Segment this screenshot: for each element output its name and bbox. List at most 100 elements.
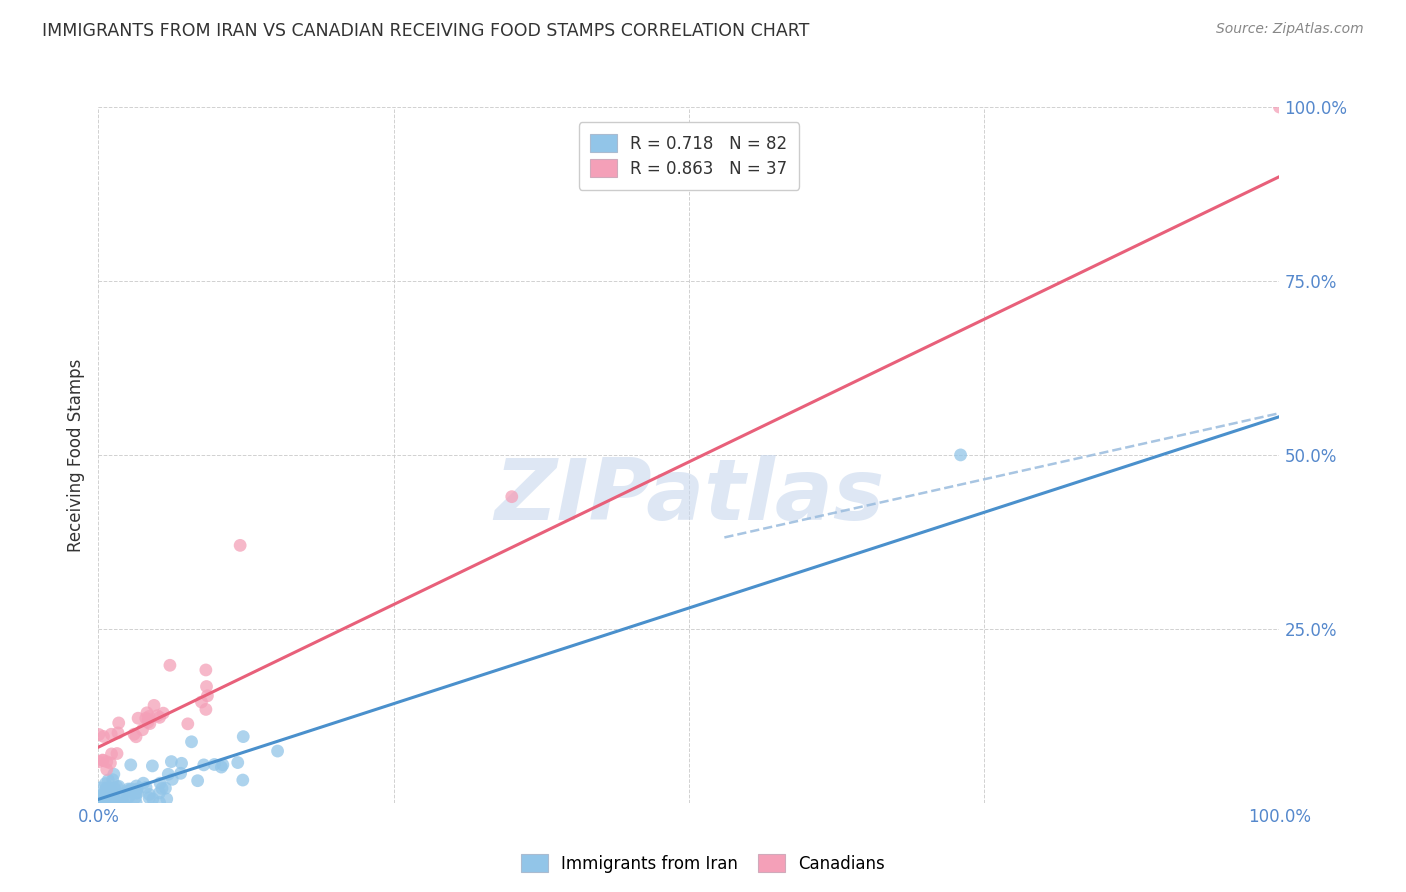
Point — [96, 796, 118, 810]
Point — [150, 781, 173, 796]
Point — [169, 766, 191, 780]
Point — [107, 796, 129, 810]
Point — [232, 772, 254, 787]
Point — [194, 702, 217, 716]
Point — [87, 727, 110, 741]
Point — [105, 796, 128, 810]
Point — [89, 789, 111, 803]
Point — [103, 787, 125, 801]
Point — [125, 779, 148, 793]
Point — [127, 786, 149, 800]
Point — [135, 711, 157, 725]
Point — [118, 789, 141, 804]
Point — [138, 790, 160, 805]
Point — [195, 680, 218, 694]
Point — [211, 757, 233, 772]
Point — [136, 712, 159, 726]
Point — [190, 695, 212, 709]
Point — [120, 782, 142, 797]
Point — [100, 796, 122, 810]
Point — [194, 663, 217, 677]
Legend: Immigrants from Iran, Canadians: Immigrants from Iran, Canadians — [515, 847, 891, 880]
Point — [87, 796, 110, 810]
Point — [90, 796, 112, 810]
Point — [107, 715, 129, 730]
Point — [125, 730, 148, 744]
Point — [91, 753, 114, 767]
Point — [100, 727, 122, 741]
Point — [105, 780, 128, 794]
Point — [232, 730, 254, 744]
Y-axis label: Receiving Food Stamps: Receiving Food Stamps — [66, 359, 84, 551]
Point — [155, 781, 177, 796]
Point — [89, 780, 111, 795]
Point — [97, 781, 120, 796]
Point — [229, 538, 252, 552]
Point — [101, 796, 124, 810]
Point — [100, 794, 122, 808]
Point — [100, 756, 122, 770]
Point — [89, 791, 111, 805]
Point — [149, 776, 172, 790]
Point — [93, 730, 115, 744]
Point — [162, 772, 184, 787]
Point — [90, 796, 112, 810]
Text: ZIPatlas: ZIPatlas — [494, 455, 884, 538]
Point — [135, 780, 157, 795]
Point — [94, 783, 117, 797]
Point — [100, 747, 122, 761]
Point — [105, 747, 128, 761]
Point — [96, 782, 118, 797]
Point — [138, 709, 160, 723]
Point — [89, 796, 111, 810]
Point — [118, 784, 141, 798]
Point — [90, 793, 112, 807]
Point — [101, 772, 124, 787]
Point — [124, 790, 146, 805]
Point — [146, 708, 169, 723]
Point — [141, 759, 163, 773]
Point — [136, 706, 159, 720]
Point — [193, 757, 215, 772]
Legend: R = 0.718   N = 82, R = 0.863   N = 37: R = 0.718 N = 82, R = 0.863 N = 37 — [579, 122, 799, 190]
Point — [160, 755, 183, 769]
Point — [136, 715, 159, 730]
Point — [152, 706, 174, 720]
Point — [115, 792, 138, 806]
Text: IMMIGRANTS FROM IRAN VS CANADIAN RECEIVING FOOD STAMPS CORRELATION CHART: IMMIGRANTS FROM IRAN VS CANADIAN RECEIVI… — [42, 22, 810, 40]
Point — [180, 735, 202, 749]
Point — [148, 710, 170, 724]
Point — [91, 791, 114, 805]
Point — [132, 776, 155, 790]
Point — [104, 781, 127, 796]
Point — [111, 791, 134, 805]
Point — [139, 716, 162, 731]
Point — [202, 757, 225, 772]
Point — [125, 786, 148, 800]
Point — [103, 767, 125, 781]
Point — [122, 727, 145, 741]
Text: Source: ZipAtlas.com: Source: ZipAtlas.com — [1216, 22, 1364, 37]
Point — [96, 794, 118, 808]
Point — [143, 698, 166, 713]
Point — [111, 787, 134, 801]
Point — [148, 796, 170, 810]
Point — [87, 755, 110, 769]
Point — [96, 763, 118, 777]
Point — [120, 757, 142, 772]
Point — [125, 796, 148, 810]
Point — [156, 792, 179, 806]
Point — [107, 726, 129, 740]
Point — [105, 796, 128, 810]
Point — [96, 755, 118, 769]
Point — [103, 789, 125, 804]
Point — [197, 689, 219, 703]
Point — [177, 716, 200, 731]
Point — [97, 792, 120, 806]
Point — [117, 782, 139, 797]
Point — [125, 782, 148, 797]
Point — [93, 796, 115, 810]
Point — [93, 789, 115, 804]
Point — [209, 760, 232, 774]
Point — [90, 796, 112, 810]
